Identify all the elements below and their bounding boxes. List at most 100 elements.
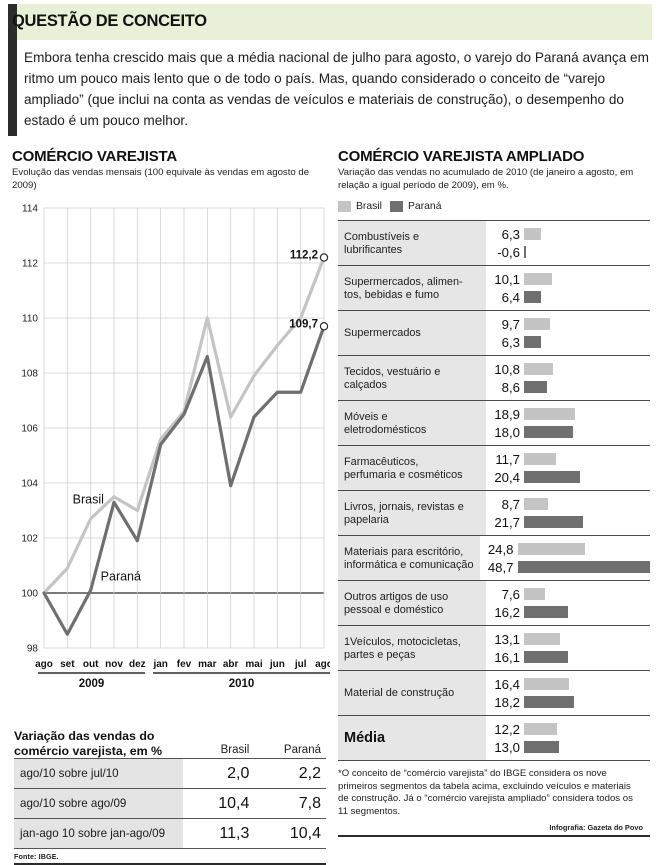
bar-row-label: 1Veículos, motocicletas, partes e peças [338,626,486,670]
bar-value-brasil: 9,7 [501,316,520,332]
y-axis-tick: 114 [22,204,38,215]
x-axis-tick: jan [152,659,167,670]
x-axis-tick: mai [245,659,262,670]
bar-brasil [524,453,556,465]
bar-parana [524,381,548,393]
bar-brasil [524,633,560,645]
bar-row-label-line: informática e comunicação [344,558,474,571]
bar-value-parana: 18,2 [494,694,520,710]
bar-line-parana: 6,3 [486,334,650,351]
bar-row-data: 13,1 16,1 [486,626,650,670]
bar-row-label-line: Outros artigos de uso [344,590,449,603]
bar-value-brasil: 6,3 [501,226,520,242]
variation-value-brasil: 2,0 [227,764,250,782]
bar-row-label-line: pessoal e doméstico [344,603,444,616]
bar-brasil [517,543,585,555]
bar-line-brasil: 24,8 [480,541,651,558]
bar-chart-table: Combustíveis e lubrificantes 6,3 -0,6 Superm… [338,220,650,761]
bar-row-data: 8,7 21,7 [486,491,650,535]
bar-row-label-line: papelaria [344,513,389,526]
bar-value-parana: 8,6 [501,379,520,395]
bar-row-label-line: Combustíveis e [344,230,420,243]
bar-row: Material de construção 16,4 18,2 [338,671,650,716]
endpoint-marker-brasil [319,253,329,262]
x-axis-tick: ago [315,659,330,670]
source-note: Fonte: IBGE. [14,852,59,861]
endpoint-label: 109,7 [289,318,318,330]
x-axis-year-2010: 2010 [229,678,255,690]
bar-brasil [524,408,576,420]
bar-chart-legend: Brasil Paraná [338,201,650,212]
right-panel-subtitle: Variação das vendas no acumulado de 2010… [338,167,634,191]
variation-row-label: ago/10 sobre jul/10 [14,759,183,788]
bottom-rule-right [338,835,650,838]
bar-row-data: 9,7 6,3 [486,311,650,355]
x-axis-tick: mar [198,659,216,670]
footnote: *O conceito de “comércio varejista” do I… [338,768,633,817]
bar-parana [524,246,526,258]
table-row: ago/10 sobre jul/10 2,0 2,2 [14,758,326,788]
bar-value-brasil: 7,6 [501,586,520,602]
legend-label-brasil: Brasil [356,201,382,212]
bar-row-label: Móveis e eletrodomésticos [338,401,486,445]
bar-brasil [524,723,558,735]
legend-swatch-brasil [338,201,351,212]
bar-value-brasil: 24,8 [487,541,514,557]
bar-row: Supermercados 9,7 6,3 [338,311,650,356]
bar-row-media: Média 12,2 13,0 [338,716,650,761]
bar-row-label-line: tos, bebidas e fumo [344,288,440,301]
bar-row-data: 7,6 16,2 [486,581,650,625]
y-axis-tick: 100 [21,589,38,600]
y-axis-tick: 110 [22,314,38,325]
bar-row-data: 10,1 6,4 [486,266,650,310]
bar-value-parana: 16,1 [494,649,520,665]
bar-parana [524,696,574,708]
bar-value-brasil: 8,7 [501,496,520,512]
bar-row-data: 12,2 13,0 [486,716,650,760]
bar-line-parana: 21,7 [486,514,650,531]
bar-parana [517,561,650,573]
bar-row-label-line: Material de construção [344,687,455,699]
bar-row-label: Livros, jornais, revistas e papelaria [338,491,486,535]
bar-line-brasil: 7,6 [486,586,650,603]
left-panel-title: COMÉRCIO VAREJISTA [12,148,178,165]
page-title: QUESTÃO DE CONCEITO [12,12,207,30]
bar-value-parana: 48,7 [487,559,514,575]
bar-parana [524,741,560,753]
variation-value-brasil: 10,4 [218,794,250,812]
bar-row-label-line: calçados [344,378,387,391]
bar-value-parana: 6,4 [501,289,520,305]
left-panel: COMÉRCIO VAREJISTA Evolução das vendas m… [12,148,330,720]
bar-brasil [524,318,551,330]
right-panel: COMÉRCIO VAREJISTA AMPLIADO Variação das… [338,148,650,838]
bar-parana [524,336,542,348]
bar-value-parana: 20,4 [494,469,520,485]
y-axis-tick: 104 [21,479,38,490]
x-axis-tick: abr [223,659,239,670]
bar-parana [524,291,542,303]
credit-note: Infografia: Gazeta do Povo [549,823,643,833]
bar-brasil [524,588,545,600]
bar-row-label: Tecidos, vestuário e calçados [338,356,486,400]
table-row: jan-ago 10 sobre jan-ago/09 11,3 10,4 [14,818,326,848]
y-axis-tick: 106 [21,424,38,435]
bar-row-data: 10,8 8,6 [486,356,650,400]
bar-value-parana: 18,0 [494,424,520,440]
x-axis-year-2009: 2009 [79,678,105,690]
bar-row-data: 16,4 18,2 [486,671,650,715]
x-axis-tick: ago [35,659,53,670]
right-panel-title: COMÉRCIO VAREJISTA AMPLIADO [338,148,585,165]
bar-row-label-line: Supermercados, alimen- [344,275,463,288]
endpoint-label: 112,2 [290,250,318,262]
bar-row-data: 18,9 18,0 [486,401,650,445]
y-axis-tick: 108 [21,369,38,380]
bar-line-parana: 6,4 [486,289,650,306]
bar-row-label-line: Farmacêuticos, [344,455,419,468]
variation-col-parana: Paraná [283,744,321,756]
bar-row-label-line: Tecidos, vestuário e [344,365,441,378]
bar-line-brasil: 16,4 [486,676,650,693]
bar-row: Tecidos, vestuário e calçados 10,8 8,6 [338,356,650,401]
bar-row-label: Materiais para escritório, informática e … [338,536,480,580]
bar-parana [524,426,573,438]
header-band [17,4,652,40]
